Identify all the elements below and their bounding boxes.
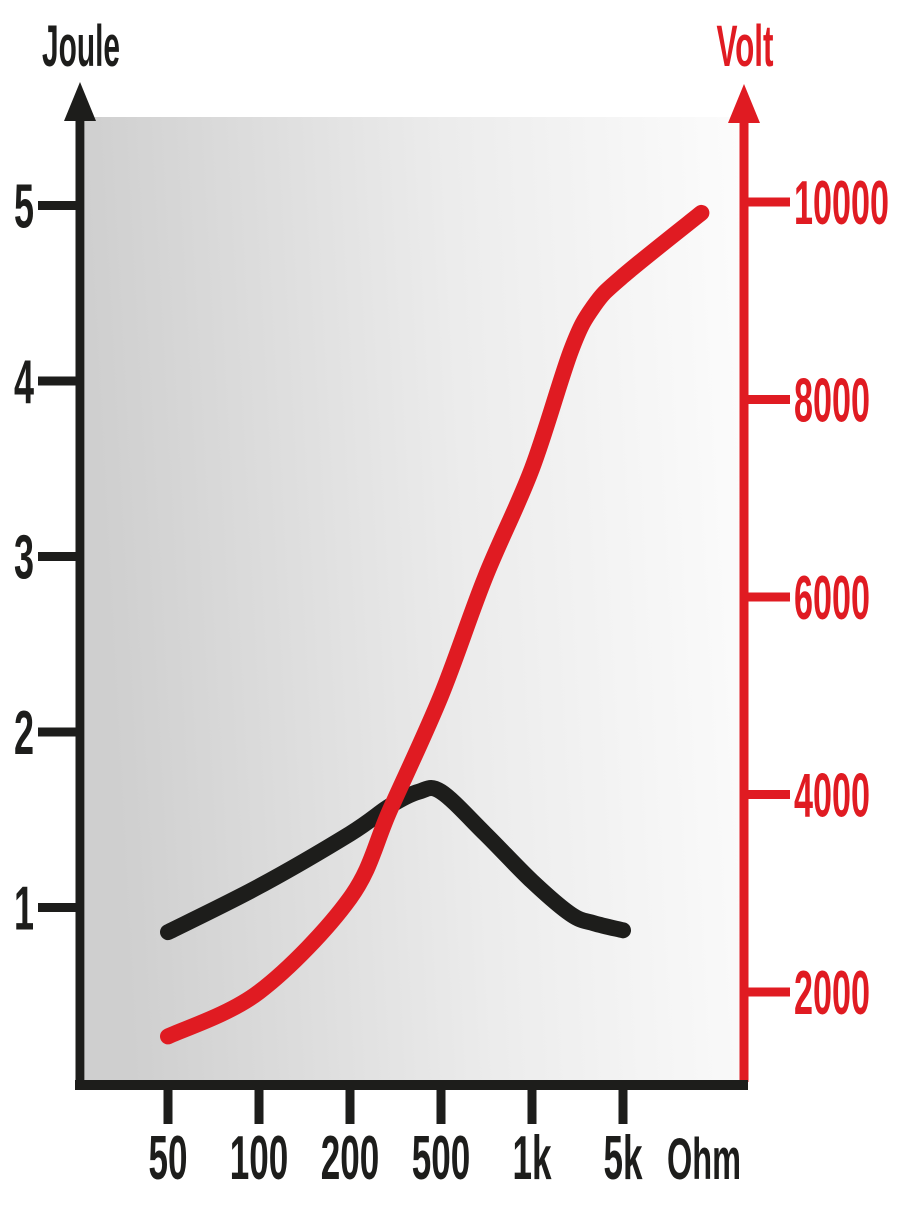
left-tick-label: 5	[14, 173, 34, 242]
x-tick-label: 200	[321, 1124, 380, 1193]
axis-ticks	[38, 197, 790, 1124]
right-tick-label: 4000	[794, 762, 870, 831]
x-tick-label: 1k	[513, 1124, 552, 1193]
axis-labels: 1 2 3 4 5 2000 4000 6000 8000 10000 50 100 200 500 1k 5…	[14, 14, 889, 1193]
right-axis-title: Volt	[717, 14, 774, 79]
left-axis-arrow-icon	[64, 82, 96, 121]
left-tick-label: 3	[14, 524, 34, 593]
x-tick-label: 50	[149, 1124, 188, 1193]
right-tick-label: 8000	[794, 367, 870, 436]
data-curves	[160, 204, 710, 1045]
axes	[64, 82, 760, 1090]
right-tick-label: 6000	[794, 564, 870, 633]
left-axis-title: Joule	[42, 14, 120, 79]
x-tick-label: 100	[230, 1124, 289, 1193]
right-axis-arrow-icon	[728, 84, 760, 123]
right-tick-label: 2000	[794, 959, 870, 1028]
right-tick-label: 10000	[794, 169, 889, 238]
volt-curve	[160, 204, 710, 1045]
left-tick-label: 1	[14, 875, 34, 944]
x-tick-label: 500	[412, 1124, 471, 1193]
x-axis-unit-label: Ohm	[667, 1127, 741, 1192]
x-tick-label: 5k	[604, 1124, 643, 1193]
left-tick-label: 2	[14, 699, 34, 768]
joule-curve	[160, 780, 631, 941]
left-tick-label: 4	[14, 348, 34, 417]
